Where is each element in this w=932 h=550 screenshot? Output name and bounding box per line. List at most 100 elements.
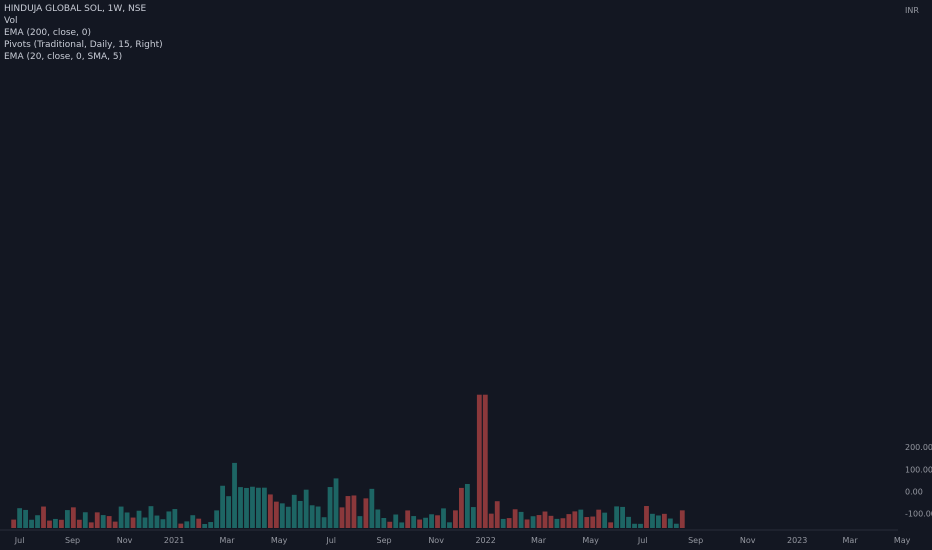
volume-bar [650, 513, 655, 528]
volume-bar [638, 523, 643, 528]
y-axis-currency: INR [905, 6, 919, 15]
x-tick-label: Nov [117, 536, 133, 545]
volume-bar [644, 506, 649, 528]
volume-bar [500, 518, 506, 528]
legend-pivots[interactable]: Pivots (Traditional, Daily, 15, Right) [4, 40, 163, 50]
volume-bar [548, 515, 554, 528]
volume-bar [142, 517, 148, 528]
volume-bar [614, 506, 620, 528]
legend-ema200[interactable]: EMA (200, close, 0) [4, 28, 92, 38]
volume-bar [387, 521, 393, 528]
volume-bar [76, 519, 82, 528]
volume-bar [321, 517, 327, 528]
volume-bar [632, 523, 637, 528]
volume-bar [59, 519, 64, 528]
volume-bar [441, 508, 446, 528]
x-tick-label: Sep [65, 536, 80, 545]
volume-bar [399, 522, 405, 528]
x-tick-label: 2023 [787, 536, 807, 545]
volume-bar [309, 505, 315, 528]
volume-bar [518, 511, 524, 528]
volume-bar [381, 517, 387, 528]
volume-bar [279, 503, 285, 528]
volume-bar [333, 478, 339, 528]
volume-bar [226, 496, 231, 528]
y-tick-label: 200.00 [905, 443, 932, 452]
volume-bar [118, 506, 124, 528]
volume-bar [17, 508, 23, 528]
volume-bar [602, 512, 608, 528]
volume-bar [405, 510, 411, 528]
volume-bar [626, 516, 631, 528]
legend-vol[interactable]: Vol [4, 16, 18, 26]
y-tick-label: -100.00 [905, 510, 932, 519]
volume-bar [154, 515, 160, 528]
volume-bar [100, 515, 106, 528]
x-tick-label: Mar [843, 536, 859, 545]
volume-bar [178, 523, 184, 528]
volume-bar [160, 519, 166, 528]
volume-bar [64, 510, 70, 528]
volume-bar [494, 501, 500, 528]
volume-bar [124, 512, 130, 528]
volume-bar [345, 496, 351, 528]
volume-bar [285, 506, 291, 528]
x-tick-label: 2021 [164, 536, 184, 545]
x-tick-label: Sep [377, 536, 392, 545]
chart-legend: HINDUJA GLOBAL SOL, 1W, NSE Vol EMA (200… [4, 3, 163, 63]
volume-bar [411, 516, 417, 528]
x-tick-label: Mar [531, 536, 547, 545]
volume-bar [584, 517, 590, 528]
legend-symbol[interactable]: HINDUJA GLOBAL SOL, 1W, NSE [4, 4, 147, 14]
volume-bar [315, 506, 321, 528]
legend-ema20[interactable]: EMA (20, close, 0, SMA, 5) [4, 52, 123, 62]
volume-bar [88, 522, 94, 528]
volume-bar [190, 515, 196, 528]
volume-bar [196, 518, 202, 528]
x-tick-label: May [271, 536, 288, 545]
volume-bar [267, 494, 273, 528]
volume-bar [656, 515, 661, 528]
volume-bar [435, 515, 440, 528]
volume-bar [250, 486, 255, 528]
y-tick-label: 0.00 [905, 487, 923, 496]
volume-bar [327, 487, 333, 528]
x-tick-label: May [894, 536, 911, 545]
volume-bar [470, 507, 476, 528]
x-tick-label: Mar [219, 536, 235, 545]
volume-bar [673, 523, 679, 528]
y-tick-label: 100.00 [905, 465, 932, 474]
volume-bar [208, 522, 214, 528]
volume-bar [447, 522, 452, 528]
volume-bar [70, 507, 76, 528]
volume-bar [94, 512, 100, 528]
volume-bar [238, 487, 243, 528]
volume-bar [29, 519, 34, 528]
volume-bar [291, 494, 297, 528]
volume-bar [453, 510, 458, 528]
volume-bar [554, 518, 560, 528]
volume-bar [375, 509, 381, 528]
volume-bar [566, 514, 572, 528]
volume-bar [608, 522, 614, 528]
volume-bar [578, 509, 584, 528]
volume-bar [35, 515, 40, 528]
volume-bar [166, 511, 172, 528]
volume-bar [464, 483, 470, 528]
volume-bar [297, 500, 303, 528]
volume-bar [214, 510, 220, 528]
volume-bar [429, 514, 434, 528]
x-tick-label: Jul [14, 536, 25, 545]
volume-bar [363, 498, 369, 528]
volume-bar [136, 510, 142, 528]
volume-bar [244, 487, 249, 528]
volume-bar [572, 511, 578, 528]
x-tick-label: May [582, 536, 599, 545]
volume-bar [148, 506, 154, 528]
volume-bar [106, 516, 112, 528]
volume-bar [172, 509, 178, 528]
volume-bar [590, 516, 596, 528]
volume-bar [184, 521, 190, 528]
volume-bar [369, 488, 375, 528]
